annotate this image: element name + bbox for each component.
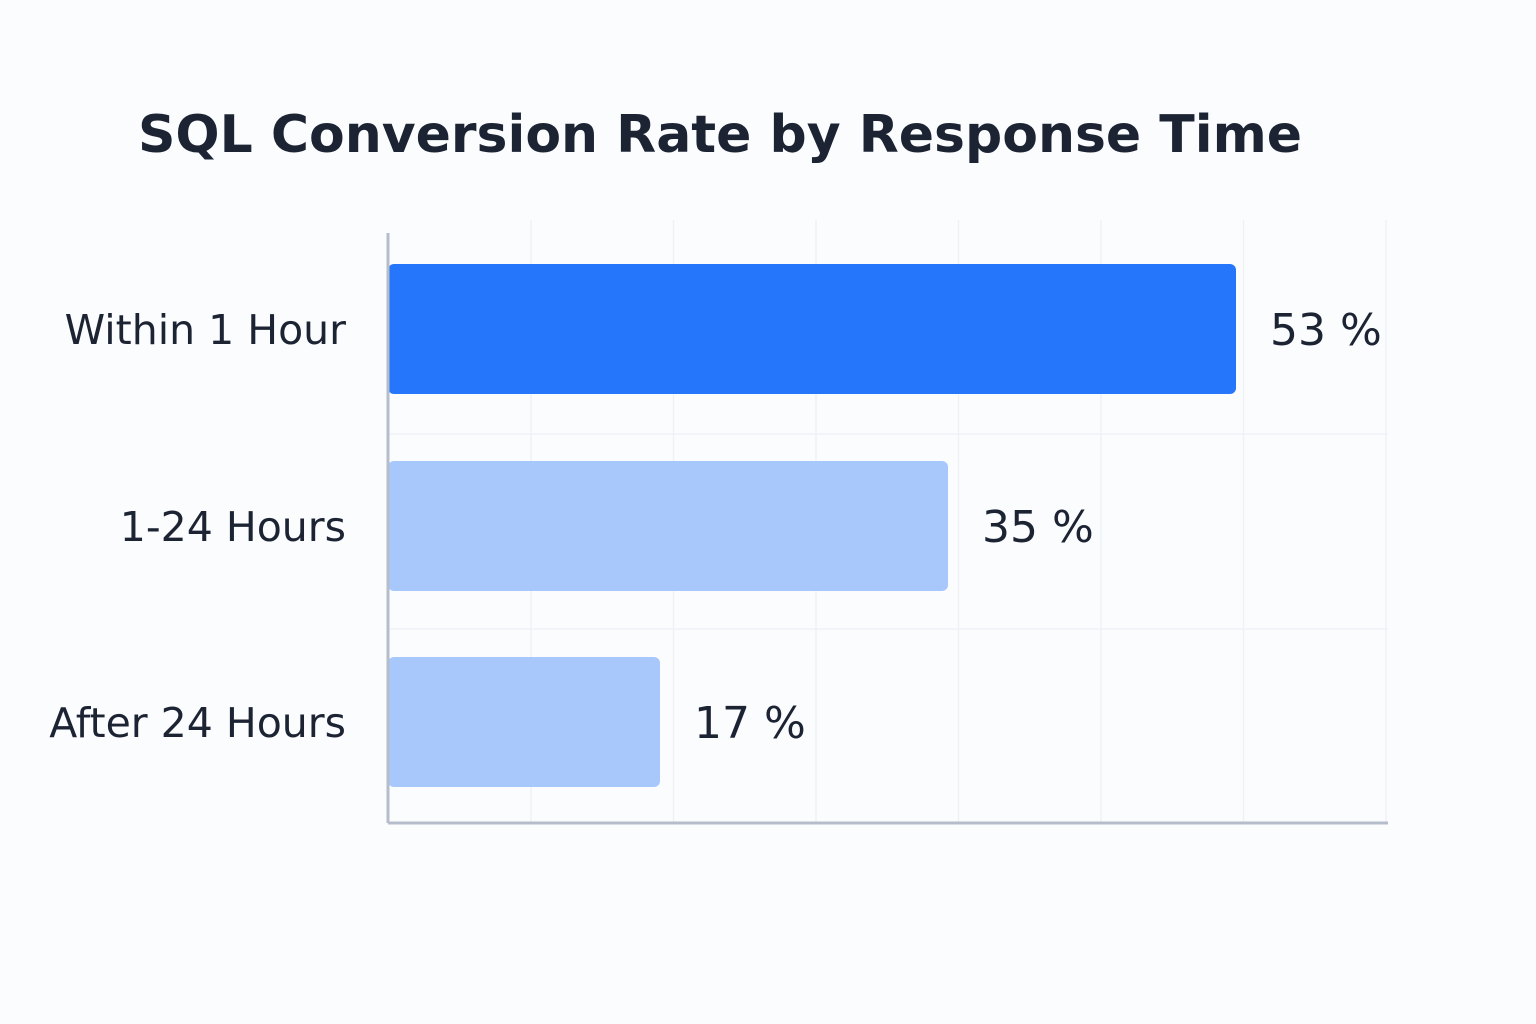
value-label: 53 % xyxy=(1270,305,1382,356)
chart-title: SQL Conversion Rate by Response Time xyxy=(138,105,1302,165)
value-label: 35 % xyxy=(982,502,1094,553)
category-label: Within 1 Hour xyxy=(65,306,347,354)
bars xyxy=(388,264,1236,787)
axes xyxy=(386,233,1388,825)
category-labels: Within 1 Hour 1-24 Hours After 24 Hours xyxy=(49,306,346,747)
category-label: After 24 Hours xyxy=(49,699,346,747)
value-label: 17 % xyxy=(694,698,806,749)
bar-1 xyxy=(388,264,1236,394)
bar-3 xyxy=(388,657,660,787)
value-labels: 53 % 35 % 17 % xyxy=(694,305,1382,749)
bar-2 xyxy=(388,461,948,591)
category-label: 1-24 Hours xyxy=(120,503,346,551)
